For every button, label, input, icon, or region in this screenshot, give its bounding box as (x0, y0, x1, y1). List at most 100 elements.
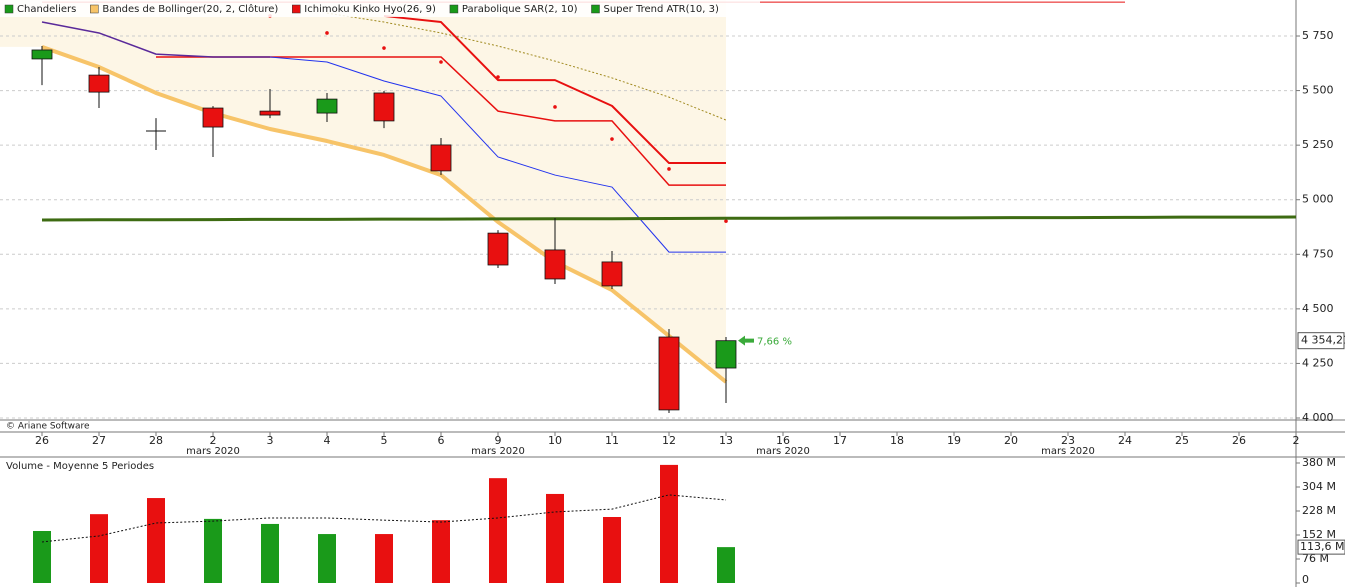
volume-average (41, 494, 727, 543)
volume-bar (432, 520, 450, 583)
y-tick-label: 5 500 (1302, 84, 1334, 97)
x-tick-label: 16 (776, 434, 790, 447)
x-tick-label: 26 (35, 434, 49, 447)
volume-bar (90, 514, 108, 583)
legend-bg (0, 0, 760, 17)
legend-swatch (90, 4, 99, 14)
legend-label: Chandeliers (17, 4, 76, 15)
y-tick-label: 4 750 (1302, 247, 1334, 260)
month-label: mars 2020 (186, 446, 240, 457)
sar-dot (610, 137, 614, 141)
x-tick-label: 4 (324, 434, 331, 447)
x-tick-label: 3 (267, 434, 274, 447)
x-tick-label: 17 (833, 434, 847, 447)
x-tick-label: 19 (947, 434, 961, 447)
indicator-line (269, 56, 726, 253)
legend-label: Bandes de Bollinger(20, 2, Clôture) (102, 3, 278, 15)
volume-bar (717, 547, 735, 583)
y-tick-label: 304 M (1302, 480, 1336, 493)
y-tick-label: 152 M (1302, 528, 1336, 541)
volume-bar (660, 464, 678, 583)
candle-body (88, 74, 110, 93)
candle-body (316, 98, 338, 114)
sar-dot (496, 75, 500, 79)
y-tick-label: 4 000 (1302, 411, 1334, 424)
y-tick-label: 5 000 (1302, 193, 1334, 206)
legend-swatch (591, 4, 600, 14)
x-tick-label: 11 (605, 434, 619, 447)
candle-body (430, 144, 452, 172)
y-tick-label: 0 (1302, 573, 1309, 586)
y-tick-label: 4 500 (1302, 302, 1334, 315)
candle-body (601, 261, 623, 287)
candle-body (31, 49, 53, 60)
indicator-line (41, 45, 728, 384)
y-tick-label: 76 M (1302, 552, 1329, 565)
sar-dot (439, 60, 443, 64)
volume-bar (375, 534, 393, 583)
volume-bar (147, 498, 165, 583)
x-tick-label: 28 (149, 434, 163, 447)
x-tick-label: 20 (1004, 434, 1018, 447)
volume-bar (546, 493, 564, 583)
x-tick-label: 24 (1118, 434, 1132, 447)
bollinger-fill (0, 0, 726, 382)
legend-label: Super Trend ATR(10, 3) (603, 4, 718, 15)
annotation-arrow (738, 335, 754, 346)
indicator-line (41, 21, 270, 58)
y-tick-label: 5 250 (1302, 138, 1334, 151)
month-label: mars 2020 (471, 446, 525, 457)
x-tick-label: 6 (438, 434, 445, 447)
candle-body (487, 232, 509, 266)
legend-label: Ichimoku Kinko Hyo(26, 9) (304, 4, 436, 15)
legend-label: Parabolique SAR(2, 10) (462, 4, 578, 15)
candle-body (259, 110, 281, 116)
x-tick-label: 13 (719, 434, 733, 447)
indicator-line (383, 14, 726, 165)
x-tick-label: 2 (210, 434, 217, 447)
volume-label: 113,6 M (1300, 540, 1344, 553)
candle-body (202, 107, 224, 128)
price-label: 4 354,21 (1301, 334, 1345, 347)
x-tick-label: 12 (662, 434, 676, 447)
volume-bar (204, 518, 222, 583)
x-tick-label: 27 (92, 434, 106, 447)
x-tick-label: 10 (548, 434, 562, 447)
volume-bar (489, 478, 507, 583)
candle-body (658, 336, 680, 411)
indicator-line (41, 215, 1297, 222)
volume-title: Volume - Moyenne 5 Periodes (6, 461, 154, 472)
legend-swatch (449, 4, 459, 14)
y-tick-label: 4 250 (1302, 356, 1334, 369)
candle-body (373, 92, 395, 122)
y-tick-label: 228 M (1302, 504, 1336, 517)
y-tick-label: 380 M (1302, 456, 1336, 469)
x-tick-label: 5 (381, 434, 388, 447)
annotation: 7,66 % (757, 337, 792, 348)
y-tick-label: 5 750 (1302, 29, 1334, 42)
month-label: mars 2020 (1041, 446, 1095, 457)
x-tick-label: 25 (1175, 434, 1189, 447)
volume-bar (318, 534, 336, 583)
sar-dot (382, 46, 386, 50)
month-label: mars 2020 (756, 446, 810, 457)
x-tick-label: 26 (1232, 434, 1246, 447)
sar-dot (325, 31, 329, 35)
x-tick-label: 23 (1061, 434, 1075, 447)
sar-dot (553, 105, 557, 109)
volume-bar (261, 523, 279, 583)
volume-bar (33, 530, 51, 583)
volume-bar (603, 517, 621, 583)
x-tick-label: 9 (495, 434, 502, 447)
price-label-box (1297, 332, 1345, 350)
x-tick-label: 2 (1293, 434, 1300, 447)
volume-label-box (1297, 539, 1345, 555)
legend-swatch (292, 4, 301, 14)
sar-dot (667, 167, 671, 171)
candle-body (544, 249, 566, 280)
candle-body (715, 340, 737, 369)
sar-dot (724, 219, 728, 223)
legend-swatch (4, 4, 14, 14)
copyright: © Ariane Software (6, 422, 90, 432)
